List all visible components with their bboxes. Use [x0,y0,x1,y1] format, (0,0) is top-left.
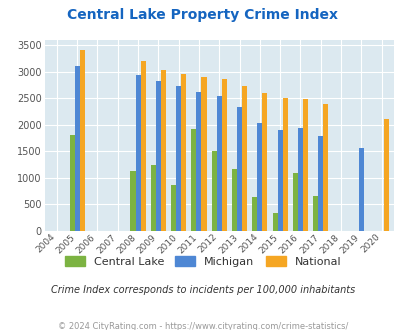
Bar [231,169,237,231]
Bar [257,122,262,231]
Bar [312,196,318,231]
Bar [322,105,328,231]
Bar [196,92,201,231]
Bar [383,119,388,231]
Bar [302,99,307,231]
Bar [191,129,196,231]
Bar [358,148,363,231]
Bar [156,81,160,231]
Bar [292,173,297,231]
Bar [130,171,135,231]
Bar [79,50,85,231]
Text: Crime Index corresponds to incidents per 100,000 inhabitants: Crime Index corresponds to incidents per… [51,285,354,295]
Bar [277,130,282,231]
Bar [241,86,247,231]
Bar [150,165,156,231]
Bar [176,86,181,231]
Bar [201,77,206,231]
Bar [211,151,216,231]
Bar [171,185,176,231]
Bar [69,135,75,231]
Bar [160,70,166,231]
Bar [135,75,140,231]
Bar [262,93,267,231]
Legend: Central Lake, Michigan, National: Central Lake, Michigan, National [60,251,345,271]
Bar [272,214,277,231]
Bar [216,96,221,231]
Bar [252,197,257,231]
Text: Central Lake Property Crime Index: Central Lake Property Crime Index [67,8,338,22]
Bar [318,136,322,231]
Text: © 2024 CityRating.com - https://www.cityrating.com/crime-statistics/: © 2024 CityRating.com - https://www.city… [58,322,347,330]
Bar [181,74,186,231]
Bar [237,107,241,231]
Bar [282,98,287,231]
Bar [75,66,79,231]
Bar [140,61,145,231]
Bar [297,128,302,231]
Bar [221,79,226,231]
